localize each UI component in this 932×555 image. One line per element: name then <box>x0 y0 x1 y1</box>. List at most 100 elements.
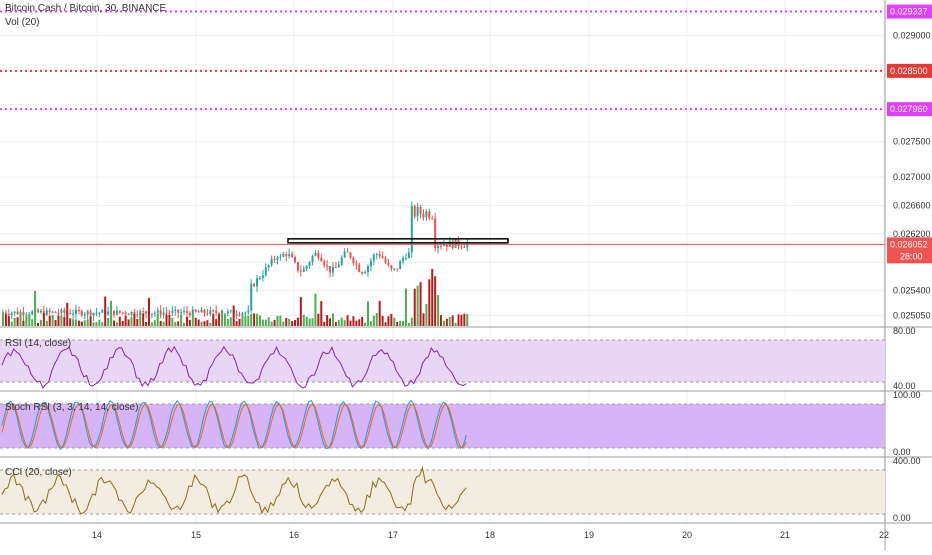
volume-bar <box>57 315 60 326</box>
cci-tick-label: 400.00 <box>893 456 921 466</box>
candle-body <box>276 257 279 260</box>
candle-body <box>89 311 92 316</box>
candle-body <box>320 257 323 262</box>
candle-body <box>75 309 77 314</box>
candle-body <box>466 243 469 248</box>
volume-bar <box>273 320 276 326</box>
candle-body <box>200 309 203 313</box>
volume-bar <box>142 313 145 326</box>
volume-bar <box>399 320 402 326</box>
candle-body <box>16 311 19 315</box>
volume-bar <box>340 317 343 326</box>
candle-body <box>206 313 209 315</box>
candle-body <box>150 313 153 315</box>
volume-bar <box>241 315 244 326</box>
candle-body <box>331 266 334 273</box>
volume-bar <box>150 322 153 326</box>
volume-bar <box>86 319 89 326</box>
level-tag: 0.027960 <box>887 102 932 117</box>
candle-body <box>92 312 95 316</box>
candle-body <box>226 311 229 314</box>
volume-bar <box>72 319 75 326</box>
candle-body <box>317 252 320 258</box>
volume-bar <box>416 285 419 326</box>
volume-bar <box>95 322 98 326</box>
stoch-tick-label: 0.00 <box>893 447 911 457</box>
volume-bar <box>238 318 241 326</box>
volume-bar <box>296 317 299 326</box>
candle-body <box>145 311 148 314</box>
stoch-tick-label: 100.00 <box>893 390 921 400</box>
rsi-label: RSI (14, close) <box>5 338 72 349</box>
candle-body <box>311 255 314 263</box>
candle-body <box>425 211 428 218</box>
candle-body <box>454 239 457 248</box>
candle-body <box>305 266 308 269</box>
support-box <box>287 238 509 244</box>
candle-body <box>352 257 355 264</box>
volume-bar <box>358 319 361 326</box>
candle-body <box>107 311 110 315</box>
candle-body <box>69 312 72 315</box>
volume-bar <box>37 322 40 326</box>
volume-bar <box>457 314 460 326</box>
volume-bar <box>183 322 186 326</box>
candle-body <box>4 312 7 314</box>
volume-bar <box>194 317 197 326</box>
volume-bar <box>253 313 256 326</box>
candle-body <box>48 310 51 312</box>
candle-body <box>229 310 232 312</box>
volume-bar <box>180 314 183 326</box>
candle-body <box>244 312 247 314</box>
candle-body <box>369 260 372 267</box>
candle-body <box>13 311 16 314</box>
volume-bar <box>200 321 203 326</box>
candle-body <box>124 312 127 315</box>
current-price-tag: 0.026052 28:00 <box>887 237 932 264</box>
volume-bar <box>448 316 451 326</box>
volume-bar <box>264 319 267 326</box>
volume-bar <box>19 313 22 326</box>
volume-bar <box>31 319 34 326</box>
candle-body <box>98 312 101 314</box>
volume-bar <box>367 301 369 326</box>
volume-bar <box>159 320 162 326</box>
candle-body <box>39 310 42 313</box>
cci-band <box>0 470 885 514</box>
volume-bar <box>77 320 80 326</box>
candle-body <box>302 268 305 272</box>
volume-bar <box>80 321 83 326</box>
candle-body <box>261 275 264 278</box>
rsi-tick-label: 40.00 <box>893 381 916 391</box>
volume-bar <box>258 315 261 326</box>
volume-bar <box>25 316 28 326</box>
candle-body <box>168 312 171 314</box>
volume-bar <box>127 319 130 326</box>
candle-body <box>153 312 156 314</box>
candle-body <box>308 262 311 267</box>
candle-body <box>294 257 296 263</box>
volume-bar <box>156 313 159 326</box>
volume-bar <box>177 321 180 326</box>
time-tick-label: 18 <box>485 530 495 540</box>
candle-body <box>10 313 13 315</box>
volume-bar <box>437 295 440 326</box>
time-tick-label: 17 <box>388 530 398 540</box>
candle-body <box>194 309 197 312</box>
candle-body <box>390 265 393 269</box>
volume-bar <box>165 314 168 326</box>
volume-bar <box>349 320 352 326</box>
candle-body <box>118 310 121 313</box>
candle-body <box>115 310 118 315</box>
volume-bar <box>320 301 323 326</box>
volume-bar <box>110 300 113 326</box>
volume-bar <box>39 319 42 326</box>
volume-bar <box>279 315 282 326</box>
volume-bar <box>369 321 372 326</box>
candle-body <box>253 283 256 287</box>
volume-bar <box>89 316 92 326</box>
volume-bar <box>136 319 139 326</box>
price-tick-label: 0.027500 <box>893 137 931 147</box>
